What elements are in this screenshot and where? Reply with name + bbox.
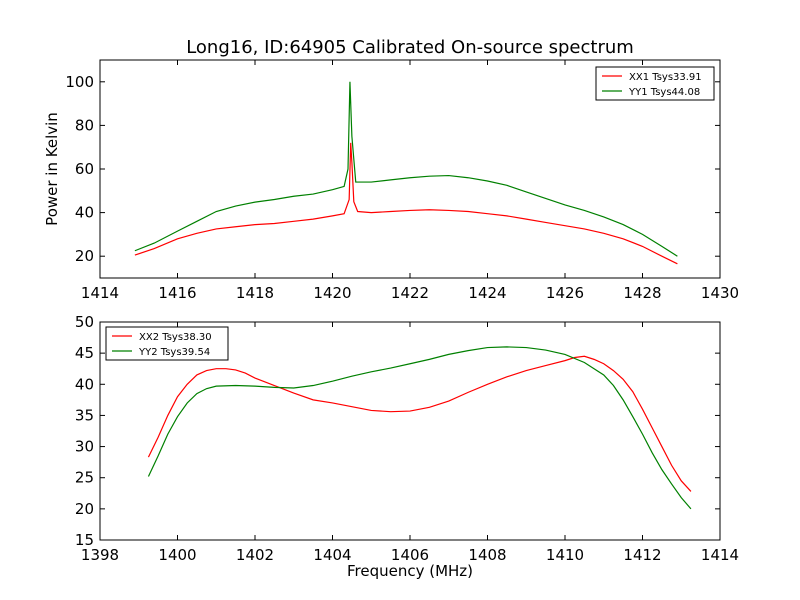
x-axis-label: Frequency (MHz): [347, 562, 473, 580]
y-tick-label: 40: [75, 204, 94, 222]
legend-box: [105, 326, 229, 361]
x-tick-label: 1430: [701, 284, 739, 302]
series-line-1-0: [147, 355, 692, 492]
series-line-1-1: [147, 346, 692, 510]
x-tick-label: 1414: [81, 284, 119, 302]
x-tick-label: 1406: [391, 546, 429, 564]
bottom-plot: 1398 1400 1402 1404 1406 1408 1410 1412 1414 15 20…: [75, 313, 739, 580]
x-tick-label: 1416: [158, 284, 196, 302]
y-tick-label: 80: [75, 116, 94, 134]
x-tick-label: 1404: [313, 546, 351, 564]
x-tick-label: 1412: [623, 546, 661, 564]
x-tick-label: 1410: [546, 546, 584, 564]
series-line-0-1: [134, 81, 678, 257]
legend-box: [595, 66, 715, 101]
x-tick-label: 1418: [236, 284, 274, 302]
x-tick-label: 1420: [313, 284, 351, 302]
x-tick-label: 1408: [468, 546, 506, 564]
y-tick-label: 30: [75, 438, 94, 456]
x-tick-label: 1398: [81, 546, 119, 564]
legend: XX2 Tsys38.30 YY2 Tsys39.54: [105, 326, 229, 361]
chart-title: Long16, ID:64905 Calibrated On-source sp…: [186, 37, 634, 58]
y-axis-label: Power in Kelvin: [43, 112, 61, 226]
top-plot: 1414 1416 1418 1420 1422 1424 1426 1428 1430 20 40…: [43, 59, 739, 302]
y-tick-label: 45: [75, 344, 94, 362]
legend-label: YY1 Tsys44.08: [628, 87, 700, 98]
y-tick-label: 60: [75, 160, 94, 178]
y-tick-label: 100: [65, 73, 94, 91]
y-tick-label: 20: [75, 247, 94, 265]
series-line-0-0: [134, 142, 678, 265]
y-tick-label: 35: [75, 406, 94, 424]
y-tick-label: 15: [75, 531, 94, 549]
x-tick-label: 1414: [701, 546, 739, 564]
x-tick-label: 1428: [623, 284, 661, 302]
legend-label: XX2 Tsys38.30: [139, 332, 212, 343]
legend: XX1 Tsys33.91 YY1 Tsys44.08: [595, 66, 715, 101]
x-tick-label: 1426: [546, 284, 584, 302]
x-tick-label: 1424: [468, 284, 506, 302]
x-tick-label: 1402: [236, 546, 274, 564]
x-tick-label: 1422: [391, 284, 429, 302]
y-tick-label: 40: [75, 375, 94, 393]
legend-label: XX1 Tsys33.91: [629, 72, 702, 83]
y-tick-label: 50: [75, 313, 94, 331]
y-tick-label: 25: [75, 469, 94, 487]
legend-label: YY2 Tsys39.54: [138, 347, 210, 358]
x-tick-label: 1400: [158, 546, 196, 564]
y-tick-label: 20: [75, 500, 94, 518]
